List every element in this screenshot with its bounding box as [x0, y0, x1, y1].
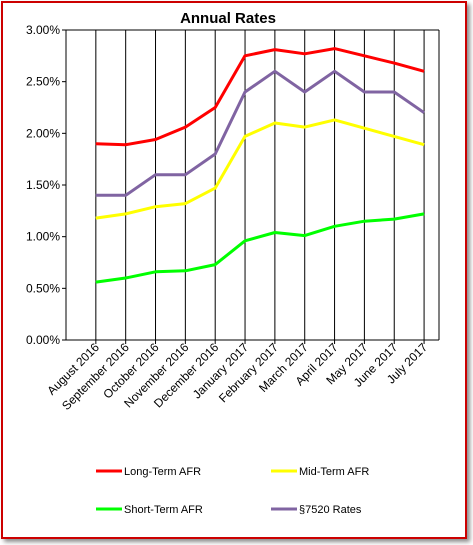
y-tick-label: 0.00% — [26, 333, 60, 347]
y-tick-label: 2.00% — [26, 126, 60, 140]
y-tick-label: 1.00% — [26, 230, 60, 244]
series-line-short-term-afr — [95, 212, 425, 284]
y-tick-label: 2.50% — [26, 75, 60, 89]
plot-background — [66, 30, 439, 340]
series-line-7520-rates — [95, 69, 425, 197]
series-line-mid-term-afr — [95, 118, 425, 220]
y-tick-label: 3.00% — [26, 23, 60, 37]
plot-area: 0.00%0.50%1.00%1.50%2.00%2.50%3.00%Augus… — [26, 23, 440, 413]
chart-title: Annual Rates — [180, 10, 276, 27]
legend: Long-Term AFR Mid-Term AFR Short-Term AFR §… — [96, 466, 369, 516]
y-tick-label: 1.50% — [26, 178, 60, 192]
legend-label: Long-Term AFR — [124, 466, 201, 478]
y-tick-label: 0.50% — [26, 281, 60, 295]
legend-label: §7520 Rates — [299, 504, 362, 516]
legend-label: Mid-Term AFR — [299, 466, 369, 478]
legend-label: Short-Term AFR — [124, 504, 203, 516]
series-line-long-term-afr — [95, 47, 425, 147]
